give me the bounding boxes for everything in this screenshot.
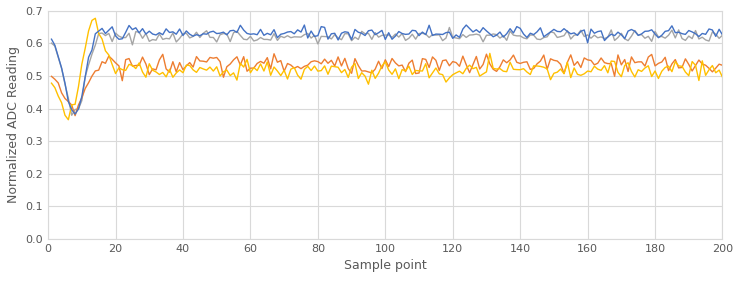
X-axis label: Sample point: Sample point xyxy=(344,259,427,272)
Y-axis label: Normalized ADC Reading: Normalized ADC Reading xyxy=(7,46,20,203)
